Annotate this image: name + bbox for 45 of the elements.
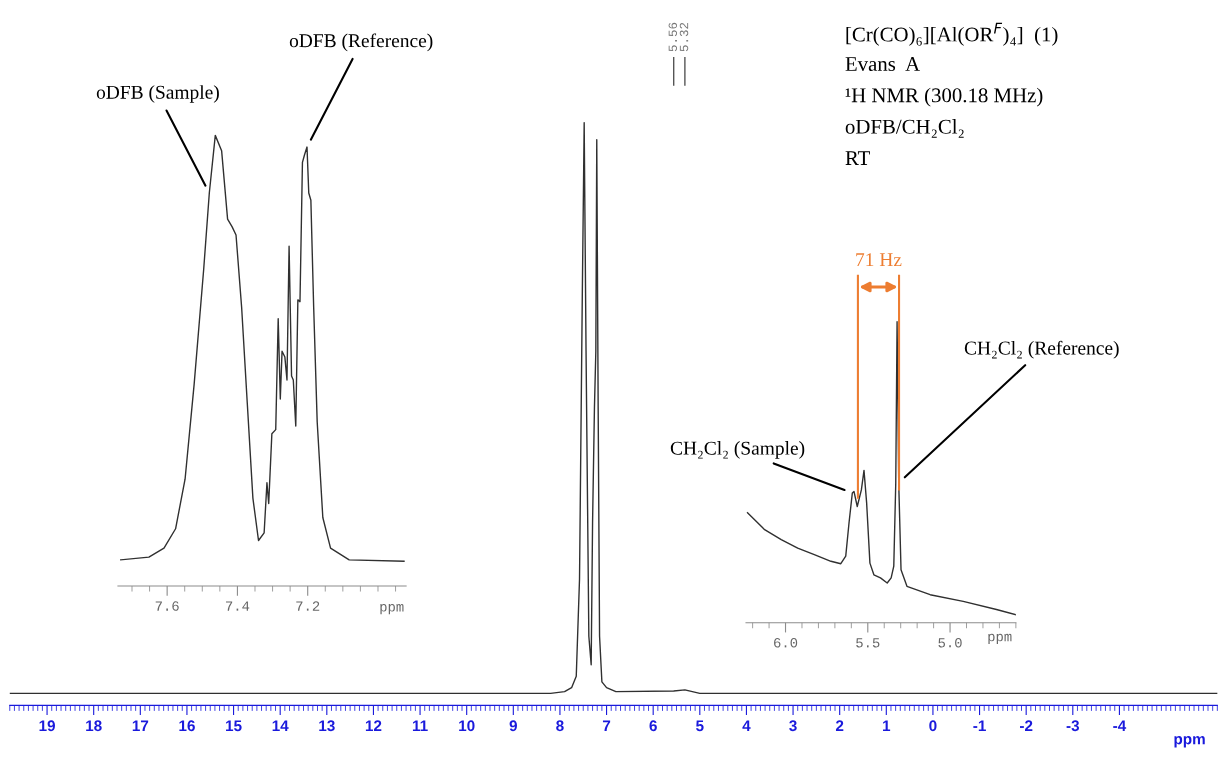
x-tick-label: 6 (649, 720, 657, 732)
x-tick-label: 19 (39, 720, 55, 732)
annotation: RT (845, 151, 870, 165)
text: [Cr(CO)₆][Al(OR$^{F}$)₄] (1) (846, 22, 1058, 46)
x-tick-label: 11 (412, 720, 428, 731)
x-tick-label: 8 (556, 720, 564, 732)
text: ¹H NMR (300.18 MHz) (845, 87, 1043, 107)
x-tick-label: 15 (226, 720, 242, 732)
annotation: 5.56 (668, 22, 678, 52)
annotation: 5.32 (679, 22, 689, 52)
x-tick-label: 17 (132, 720, 149, 731)
x-tick-label: 4 (742, 720, 751, 731)
annotation: CH₂Cl₂ (Sample) (670, 441, 805, 459)
x-tick-label: 2 (835, 720, 844, 731)
annotation: oDFB (Sample) (96, 85, 219, 103)
x-tick-label: -2 (1019, 720, 1033, 731)
x-tick-label: 9 (509, 720, 517, 732)
x-axis-title: ppm (1174, 736, 1205, 748)
annotation: oDFB/CH₂Cl₂ (845, 119, 964, 138)
x-tick-label: 7 (602, 720, 611, 731)
x-tick-label: 16 (179, 720, 195, 732)
annotation: CH₂Cl₂ (Reference) (964, 340, 1119, 359)
x-tick-label: 5.5 (856, 638, 880, 648)
x-tick-label: 0 (929, 720, 937, 732)
x-tick-label: -3 (1066, 720, 1080, 732)
annotation: oDFB (Reference) (289, 33, 433, 52)
x-axis-title: ppm (988, 633, 1012, 645)
annotation: 71 Hz (856, 253, 902, 267)
x-tick-label: 13 (319, 720, 335, 732)
x-tick-label: 14 (272, 720, 289, 731)
x-tick-label: 3 (789, 720, 797, 732)
x-tick-label: -4 (1113, 720, 1127, 731)
x-tick-label: 1 (883, 720, 891, 731)
x-tick-label: 18 (86, 720, 102, 732)
x-tick-label: -1 (973, 720, 986, 731)
x-tick-label: 5 (696, 720, 704, 732)
text: Evans A (845, 57, 921, 71)
x-tick-label: 7.4 (226, 601, 250, 611)
x-tick-label: 7.2 (296, 601, 320, 611)
x-tick-label: 6.0 (774, 638, 798, 648)
x-tick-label: 7.6 (155, 601, 179, 611)
x-axis-title: ppm (380, 603, 404, 615)
x-tick-label: 12 (365, 720, 382, 731)
x-tick-label: 5.0 (938, 638, 962, 648)
x-tick-label: 10 (459, 720, 475, 732)
